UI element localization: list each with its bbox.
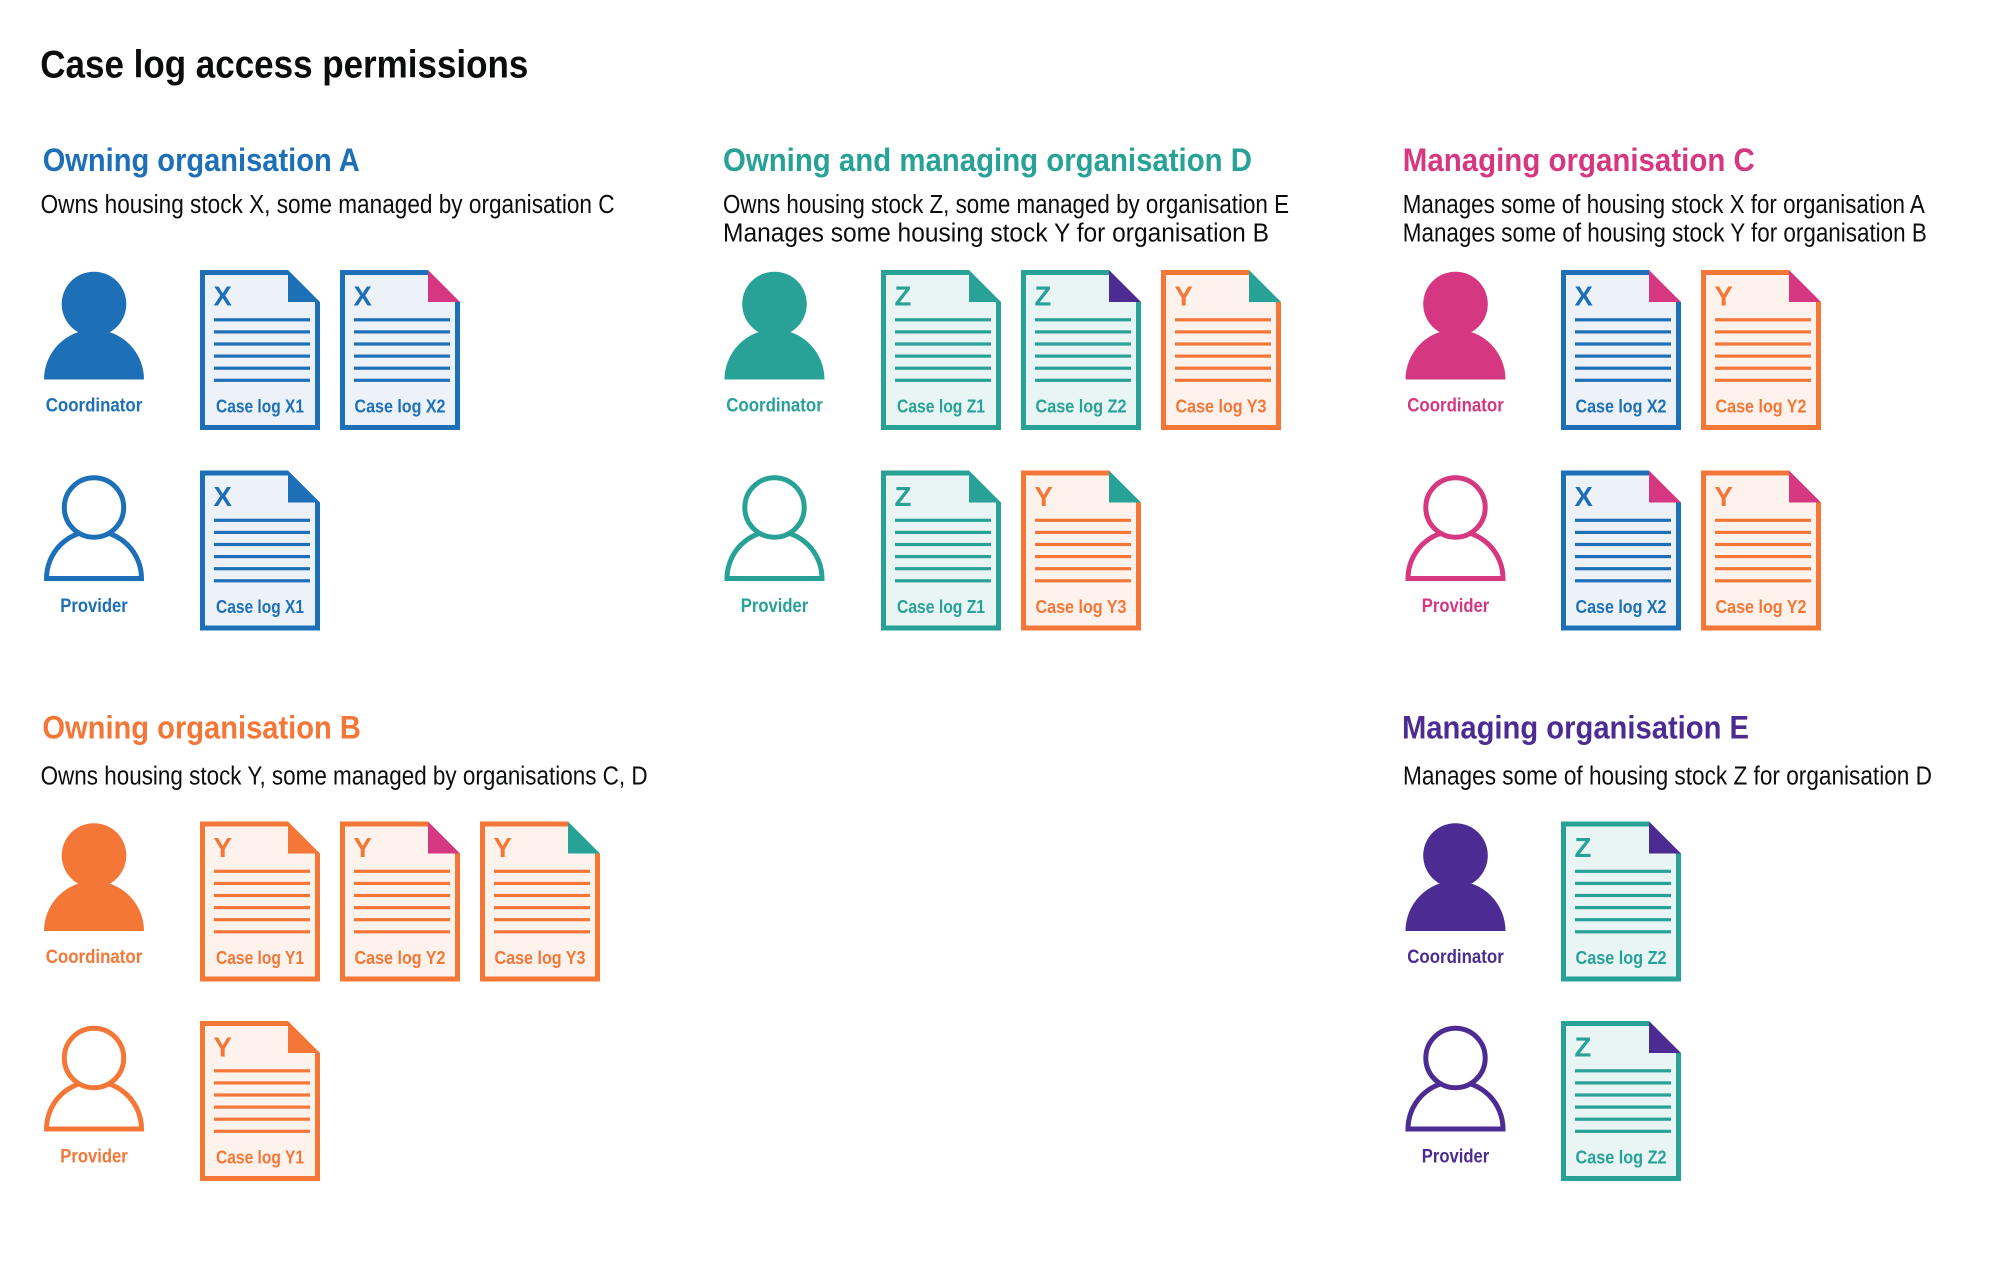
svg-text:Y: Y [354, 832, 372, 863]
svg-text:Case log Y1: Case log Y1 [216, 1146, 304, 1167]
svg-text:Y: Y [214, 832, 232, 863]
svg-text:Case log X2: Case log X2 [1576, 395, 1667, 416]
svg-text:Managing organisation E: Managing organisation E [1402, 710, 1749, 746]
svg-text:Manages some of housing stock: Manages some of housing stock Y for orga… [1403, 220, 1927, 248]
svg-text:Manages some of housing stock: Manages some of housing stock Z for orga… [1403, 763, 1932, 791]
svg-text:Coordinator: Coordinator [726, 396, 823, 417]
svg-text:Case log Z2: Case log Z2 [1576, 947, 1667, 968]
svg-text:Case log access permissions: Case log access permissions [40, 43, 528, 86]
svg-text:Case log Z1: Case log Z1 [897, 596, 985, 617]
svg-text:X: X [354, 281, 373, 312]
svg-text:Y: Y [1715, 481, 1733, 512]
svg-text:X: X [214, 481, 233, 512]
svg-text:Managing organisation C: Managing organisation C [1403, 142, 1755, 178]
svg-text:Y: Y [214, 1032, 232, 1063]
svg-text:Owns housing stock Z, some man: Owns housing stock Z, some managed by or… [723, 191, 1289, 219]
svg-text:Provider: Provider [1422, 1147, 1490, 1168]
svg-text:Case log Y2: Case log Y2 [1716, 596, 1807, 617]
svg-text:Case log X2: Case log X2 [1576, 596, 1667, 617]
svg-text:Owns housing stock X, some man: Owns housing stock X, some managed by or… [41, 191, 615, 219]
svg-text:Z: Z [1575, 832, 1592, 863]
svg-text:Case log Z2: Case log Z2 [1036, 395, 1127, 416]
svg-text:Manages some of housing stock: Manages some of housing stock X for orga… [1403, 191, 1925, 219]
svg-text:Manages some housing stock Y f: Manages some housing stock Y for organis… [723, 220, 1269, 248]
svg-text:Z: Z [895, 481, 912, 512]
svg-text:Case log Y3: Case log Y3 [1036, 596, 1127, 617]
svg-text:Case log Y2: Case log Y2 [1716, 395, 1807, 416]
svg-text:Provider: Provider [60, 596, 128, 617]
svg-text:Case log Y3: Case log Y3 [495, 947, 586, 968]
svg-text:Case log Z2: Case log Z2 [1576, 1146, 1667, 1167]
svg-text:Coordinator: Coordinator [1407, 396, 1504, 417]
svg-text:Provider: Provider [1422, 596, 1490, 617]
svg-text:Z: Z [895, 281, 912, 312]
svg-text:Case log X1: Case log X1 [216, 596, 304, 617]
svg-text:Case log Z1: Case log Z1 [897, 395, 985, 416]
svg-text:Coordinator: Coordinator [46, 396, 143, 417]
svg-text:Owning organisation A: Owning organisation A [43, 142, 360, 178]
svg-text:Case log X2: Case log X2 [355, 395, 446, 416]
svg-text:Case log Y2: Case log Y2 [355, 947, 446, 968]
svg-text:Case log X1: Case log X1 [216, 395, 304, 416]
svg-text:Y: Y [1035, 481, 1053, 512]
svg-text:Y: Y [1175, 281, 1193, 312]
svg-text:X: X [1575, 481, 1594, 512]
svg-text:Provider: Provider [60, 1147, 128, 1168]
svg-text:Y: Y [494, 832, 512, 863]
svg-text:Coordinator: Coordinator [46, 947, 143, 968]
svg-text:Y: Y [1715, 281, 1733, 312]
svg-text:Case log Y1: Case log Y1 [216, 947, 304, 968]
svg-text:X: X [1575, 281, 1594, 312]
svg-text:Owning organisation B: Owning organisation B [42, 710, 361, 746]
svg-text:Owns housing stock Y, some man: Owns housing stock Y, some managed by or… [41, 763, 648, 791]
svg-text:Z: Z [1575, 1032, 1592, 1063]
svg-text:X: X [214, 281, 233, 312]
svg-text:Case log Y3: Case log Y3 [1176, 395, 1267, 416]
svg-text:Coordinator: Coordinator [1407, 947, 1504, 968]
svg-text:Provider: Provider [741, 596, 809, 617]
svg-text:Z: Z [1035, 281, 1052, 312]
svg-text:Owning and managing organisati: Owning and managing organisation D [723, 142, 1252, 178]
